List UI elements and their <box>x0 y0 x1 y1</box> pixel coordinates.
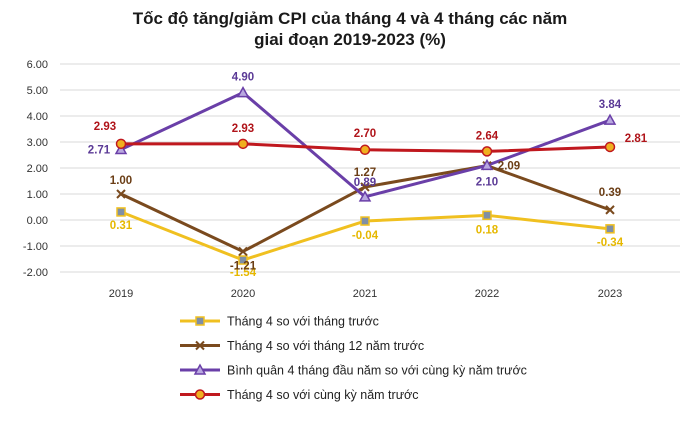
data-label: 2.81 <box>625 133 648 145</box>
x-tick-label: 2020 <box>231 288 255 300</box>
gridlines <box>60 63 680 273</box>
y-tick-label: 6.00 <box>27 59 48 71</box>
y-tick-label: -1.00 <box>23 241 48 253</box>
data-point <box>482 210 492 221</box>
data-label: 0.89 <box>354 177 376 189</box>
legend-marker <box>193 363 207 375</box>
data-label: 2.93 <box>94 121 116 133</box>
data-point <box>359 144 371 156</box>
y-tick-label: 2.00 <box>27 163 48 175</box>
data-point <box>481 146 493 157</box>
data-point <box>116 207 126 217</box>
data-label: 0.18 <box>476 224 499 236</box>
chart-title-line1: Tốc độ tăng/giảm CPI của tháng 4 và 4 th… <box>133 9 568 28</box>
legend-marker <box>194 389 206 400</box>
data-label: 2.93 <box>232 123 254 135</box>
data-point <box>238 246 248 257</box>
legend-label: Bình quân 4 tháng đầu năm so với cùng kỳ… <box>227 364 527 378</box>
x-tick-label: 2022 <box>475 288 499 300</box>
marker-stroke <box>605 205 615 215</box>
legend-marker <box>195 340 205 351</box>
marker-stroke <box>238 246 248 257</box>
series-group <box>114 86 617 265</box>
legend-item: Bình quân 4 tháng đầu năm so với cùng kỳ… <box>180 363 527 378</box>
data-label: 3.84 <box>599 99 622 111</box>
legend-item: Tháng 4 so với tháng trước <box>180 315 379 329</box>
x-tick-label: 2019 <box>109 288 133 300</box>
marker-stroke <box>195 340 205 351</box>
data-point <box>360 182 370 192</box>
data-label: -0.34 <box>597 237 624 249</box>
data-label: -1.21 <box>230 260 257 272</box>
legend-label: Tháng 4 so với tháng trước <box>227 315 379 329</box>
data-point <box>236 86 250 98</box>
y-tick-label: 0.00 <box>27 215 48 227</box>
data-point <box>115 138 127 150</box>
data-label: 2.10 <box>476 176 498 188</box>
data-label: 0.31 <box>110 220 133 232</box>
data-label: -1.54 <box>230 267 257 279</box>
data-label: 2.70 <box>354 128 376 140</box>
legend-marker <box>195 316 205 326</box>
data-label: -0.04 <box>352 230 379 242</box>
data-point <box>605 224 615 234</box>
data-label: 0.39 <box>599 187 621 199</box>
y-tick-label: 3.00 <box>27 137 48 149</box>
x-tick-label: 2023 <box>598 288 622 300</box>
data-label: 2.64 <box>476 130 499 142</box>
chart-title-line2: giai đoạn 2019-2023 (%) <box>254 30 446 49</box>
data-point <box>605 205 615 215</box>
data-point <box>603 113 617 125</box>
data-point <box>604 141 616 153</box>
data-point <box>358 190 372 202</box>
data-point <box>238 255 248 265</box>
marker-stroke <box>116 189 126 199</box>
y-tick-label: -2.00 <box>23 267 48 279</box>
y-tick-label: 1.00 <box>27 189 48 201</box>
y-tick-label: 5.00 <box>27 85 48 97</box>
data-labels: 0.31 -1.54 -0.04 0.18 -0.34 1.00 -1.21 1.27 2.09… <box>88 72 648 279</box>
data-label: 2.71 <box>88 145 111 157</box>
legend-label: Tháng 4 so với tháng 12 năm trước <box>227 339 424 353</box>
x-axis: 2019 2020 2021 2022 2023 <box>109 288 622 300</box>
y-tick-label: 4.00 <box>27 111 48 123</box>
y-axis: -2.00 -1.00 0.00 1.00 2.00 3.00 4.00 5.00 6.00 <box>23 59 48 279</box>
marker-stroke <box>360 182 370 192</box>
data-label: 4.90 <box>232 72 254 84</box>
data-label: 2.09 <box>498 161 520 173</box>
legend-item: Tháng 4 so với tháng 12 năm trước <box>180 339 424 353</box>
data-point <box>480 158 494 171</box>
legend-item: Tháng 4 so với cùng kỳ năm trước <box>180 388 419 402</box>
data-point <box>360 216 370 226</box>
x-tick-label: 2021 <box>353 288 377 300</box>
data-point <box>237 138 249 150</box>
data-point <box>116 189 126 199</box>
data-label: 1.27 <box>354 167 376 179</box>
legend-label: Tháng 4 so với cùng kỳ năm trước <box>227 388 419 402</box>
legend: Tháng 4 so với tháng trước Tháng 4 so với… <box>180 315 527 402</box>
data-label: 1.00 <box>110 175 132 187</box>
